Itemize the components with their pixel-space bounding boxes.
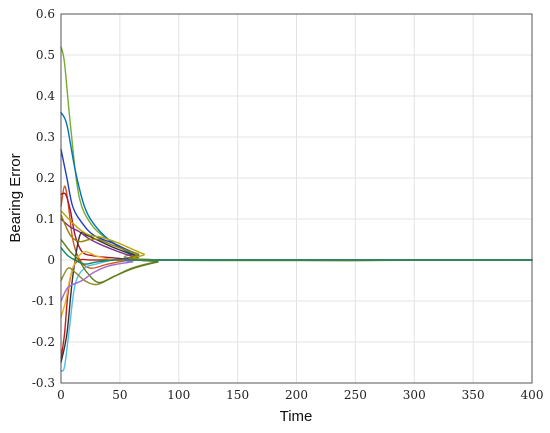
y-tick-label: 0.1 [36,212,55,226]
series-line-16 [60,247,533,265]
x-tick-label: 150 [226,388,249,402]
x-tick-label: 350 [462,388,485,402]
series-group [60,46,533,372]
y-tick-label: -0.3 [32,376,55,390]
y-axis-label: Bearing Error [7,153,24,242]
x-tick-label: 0 [57,388,65,402]
x-tick-label: 100 [167,388,190,402]
x-tick-label: 50 [112,388,127,402]
y-tick-label: -0.1 [32,294,55,308]
x-tick-label: 300 [403,388,426,402]
y-tick-label: 0 [47,253,55,267]
y-tick-label: 0.2 [36,171,55,185]
y-tick-label: -0.2 [32,335,55,349]
y-tick-label: 0.5 [36,48,55,62]
x-tick-label: 400 [521,388,544,402]
x-tick-labels: 0 50 100 150 200 250 300 350 400 [57,388,543,402]
y-tick-label: 0.6 [36,7,55,21]
grid [60,13,533,384]
x-axis-label: Time [280,408,313,425]
y-tick-label: 0.4 [36,89,55,103]
x-tick-label: 200 [285,388,308,402]
y-tick-label: 0.3 [36,130,55,144]
plot-frame [60,13,533,384]
y-tick-labels: 0.6 0.5 0.4 0.3 0.2 0.1 0 -0.1 -0.2 -0.3 [32,7,55,390]
x-tick-label: 250 [344,388,367,402]
